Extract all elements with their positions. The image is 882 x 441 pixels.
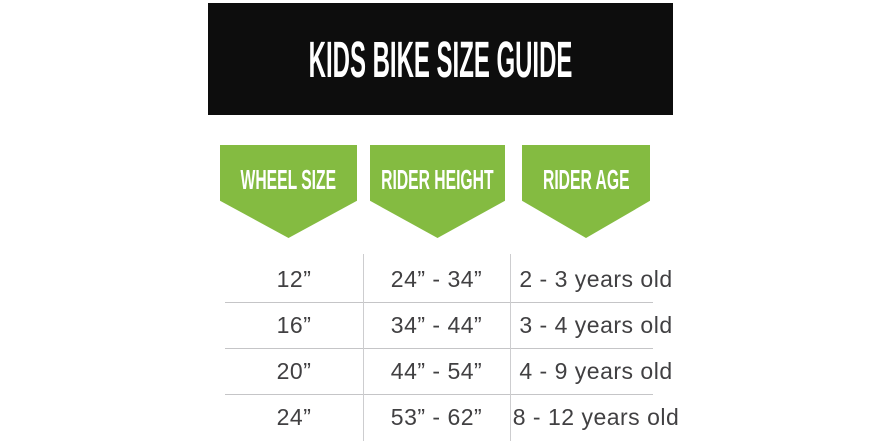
cell-rider-height-row3: 44” - 54” bbox=[390, 357, 483, 384]
divider-horizontal-1 bbox=[225, 302, 653, 303]
pennant-label-box: WHEEL SIZE bbox=[220, 145, 357, 201]
cell-rider-age-row4: 8 - 12 years old bbox=[512, 403, 680, 430]
cell-wheel-size-row1: 12” bbox=[276, 265, 312, 292]
column-header-rider-height: RIDER HEIGHT bbox=[381, 164, 494, 195]
cell-rider-age-row1: 2 - 3 years old bbox=[519, 265, 673, 292]
column-header-wheel-size: WHEEL SIZE bbox=[240, 164, 337, 195]
cell-rider-height-row4: 53” - 62” bbox=[390, 403, 483, 430]
cell-rider-height-row2: 34” - 44” bbox=[390, 311, 483, 338]
pennant-wheel-size: WHEEL SIZE bbox=[220, 145, 357, 238]
page-title: KIDS BIKE SIZE GUIDE bbox=[308, 30, 573, 88]
pennant-rider-age: RIDER AGE bbox=[522, 145, 650, 238]
pennant-rider-height: RIDER HEIGHT bbox=[370, 145, 505, 238]
divider-vertical-1 bbox=[363, 254, 364, 441]
divider-horizontal-3 bbox=[225, 394, 653, 395]
pennant-label-box: RIDER HEIGHT bbox=[370, 145, 505, 201]
pennant-label-box: RIDER AGE bbox=[522, 145, 650, 201]
cell-rider-height-row1: 24” - 34” bbox=[390, 265, 483, 292]
divider-horizontal-2 bbox=[225, 348, 653, 349]
column-header-rider-age: RIDER AGE bbox=[542, 164, 630, 195]
divider-vertical-2 bbox=[510, 254, 511, 441]
title-banner: KIDS BIKE SIZE GUIDE bbox=[208, 3, 673, 115]
cell-rider-age-row2: 3 - 4 years old bbox=[519, 311, 673, 338]
cell-wheel-size-row2: 16” bbox=[276, 311, 312, 338]
cell-rider-age-row3: 4 - 9 years old bbox=[519, 357, 673, 384]
cell-wheel-size-row4: 24” bbox=[276, 403, 312, 430]
cell-wheel-size-row3: 20” bbox=[276, 357, 312, 384]
size-table: 12” 24” - 34” 2 - 3 years old 16” 34” - … bbox=[225, 256, 682, 440]
